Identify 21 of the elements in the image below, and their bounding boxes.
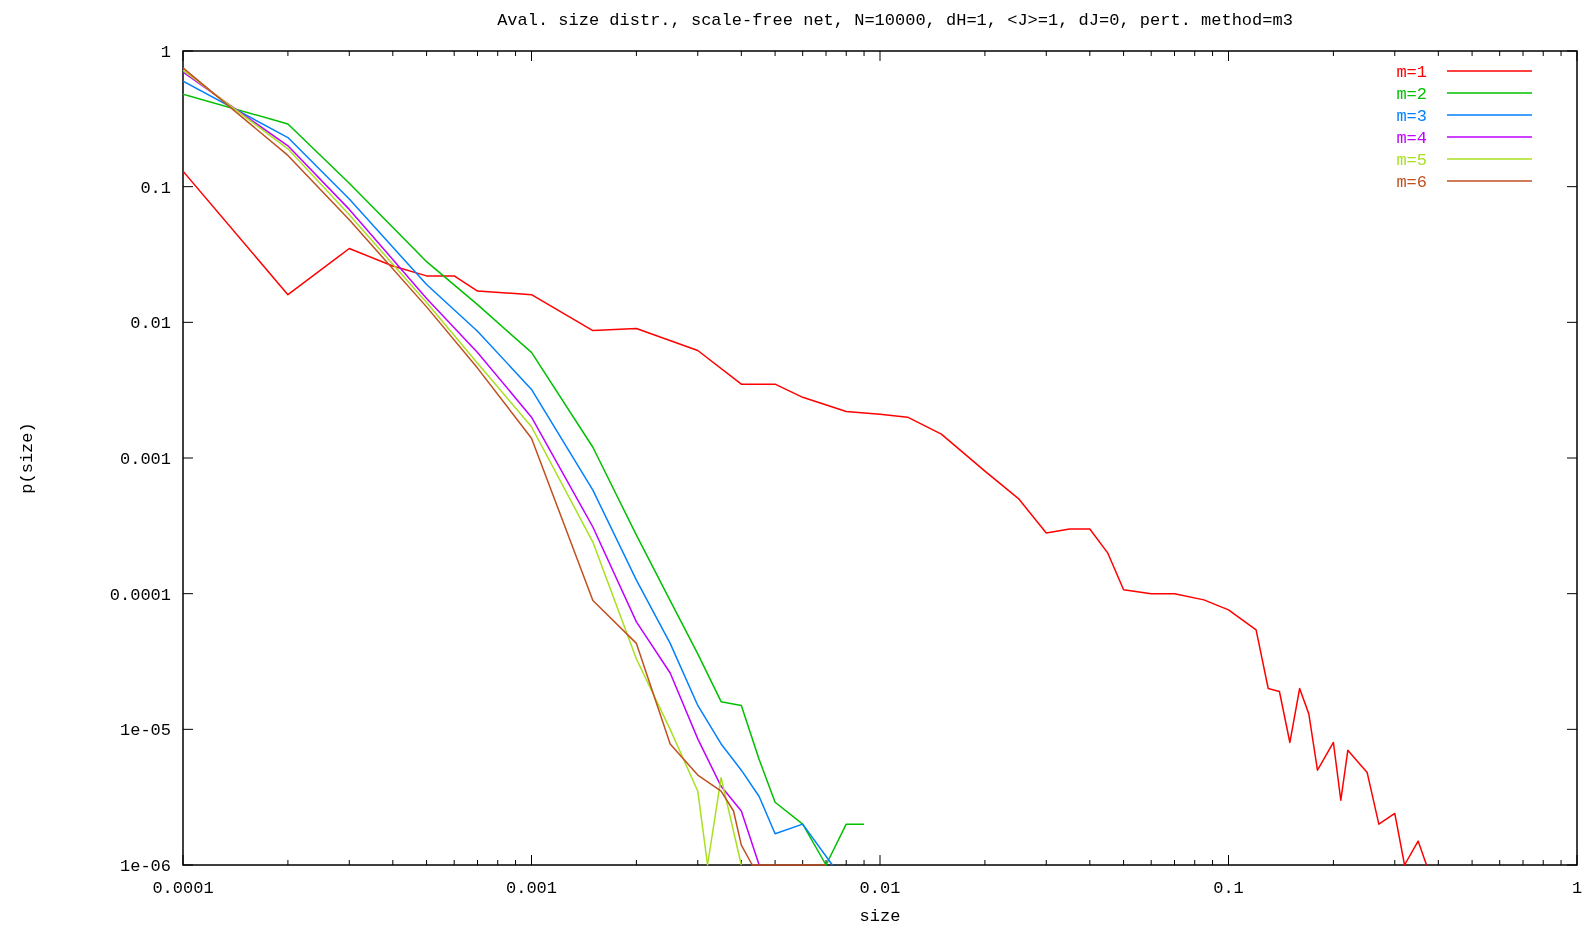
y-tick-label: 1e-06 (119, 857, 171, 876)
x-tick-label: 0.001 (505, 879, 558, 898)
x-tick-label: 0.1 (1213, 879, 1244, 898)
y-tick-label: 1 (160, 43, 171, 62)
legend-label: m=5 (1396, 151, 1427, 170)
legend-label: m=2 (1396, 85, 1427, 104)
y-tick-label: 0.0001 (109, 585, 171, 605)
x-axis-title: size (859, 907, 901, 926)
legend-label: m=6 (1396, 173, 1427, 192)
legend-label: m=4 (1396, 129, 1427, 148)
x-tick-label: 0.0001 (152, 879, 214, 898)
y-tick-label: 0.1 (140, 178, 171, 198)
y-tick-label: 0.01 (130, 314, 171, 334)
legend-label: m=3 (1396, 107, 1427, 126)
x-tick-label: 0.01 (859, 879, 901, 898)
y-tick-label: 1e-05 (119, 721, 171, 741)
x-tick-label: 1 (1571, 879, 1583, 898)
chart-title: Aval. size distr., scale-free net, N=10000, dH=1, <J>=1, dJ=0, pert. method=m3 (497, 11, 1293, 30)
y-tick-label: 0.001 (119, 450, 171, 469)
y-axis-title: p(size) (18, 422, 37, 494)
legend-label: m=1 (1396, 63, 1427, 82)
